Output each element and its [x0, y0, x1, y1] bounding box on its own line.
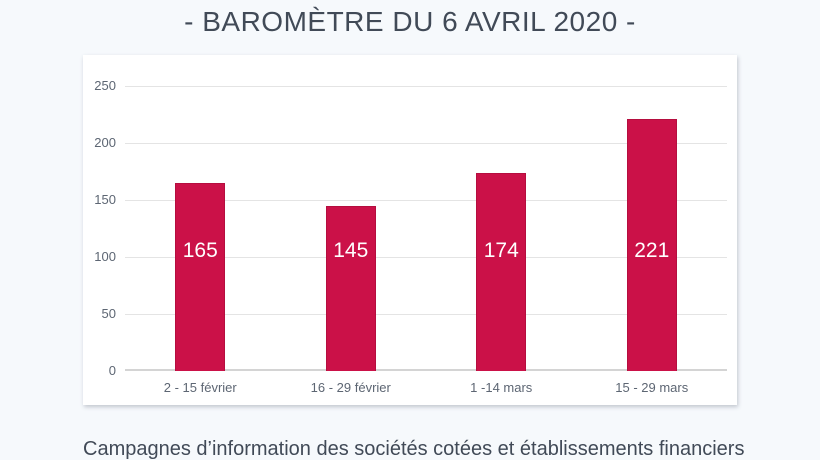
y-axis-tick-label: 200 — [94, 135, 116, 150]
chart-bar: 165 — [175, 182, 226, 371]
y-axis-tick-label: 100 — [94, 249, 116, 264]
y-axis-tick-label: 0 — [108, 363, 116, 378]
bar-column: 174 1 -14 mars — [426, 86, 577, 395]
bar-column: 165 2 - 15 février — [125, 86, 276, 395]
chart-bar: 145 — [325, 205, 376, 371]
x-axis-line — [125, 369, 727, 371]
y-axis-tick-label: 250 — [94, 78, 116, 93]
x-axis-tick-label: 2 - 15 février — [163, 380, 237, 395]
plot-area: 165 2 - 15 février 145 16 - 29 février 174 1 … — [94, 78, 728, 395]
bar-value-label: 221 — [634, 239, 670, 262]
bar-value-label: 145 — [333, 239, 369, 262]
bar-column: 145 16 - 29 février — [276, 86, 427, 395]
chart-caption: Campagnes d’information des sociétés cot… — [83, 438, 745, 460]
y-gridline — [125, 200, 727, 201]
y-axis-tick-label: 150 — [94, 192, 116, 207]
y-gridline — [125, 314, 727, 315]
chart-bar: 221 — [626, 119, 677, 371]
bar-value-label: 174 — [483, 239, 519, 262]
page-title: - BAROMÈTRE DU 6 AVRIL 2020 - — [184, 6, 636, 37]
y-gridline — [125, 86, 727, 87]
x-axis-tick-label: 1 -14 mars — [470, 380, 533, 395]
chart-card: 165 2 - 15 février 145 16 - 29 février 174 1 … — [83, 55, 737, 405]
x-axis-tick-label: 16 - 29 février — [310, 380, 391, 395]
x-axis-tick-label: 15 - 29 mars — [615, 380, 689, 395]
bars-row: 165 2 - 15 février 145 16 - 29 février 174 1 … — [125, 86, 728, 395]
y-axis-tick-label: 50 — [101, 306, 116, 321]
y-gridline — [125, 143, 727, 144]
bar-value-label: 165 — [182, 239, 218, 262]
y-gridline — [125, 257, 727, 258]
chart-bar: 174 — [476, 172, 527, 371]
bar-column: 221 15 - 29 mars — [577, 86, 728, 395]
